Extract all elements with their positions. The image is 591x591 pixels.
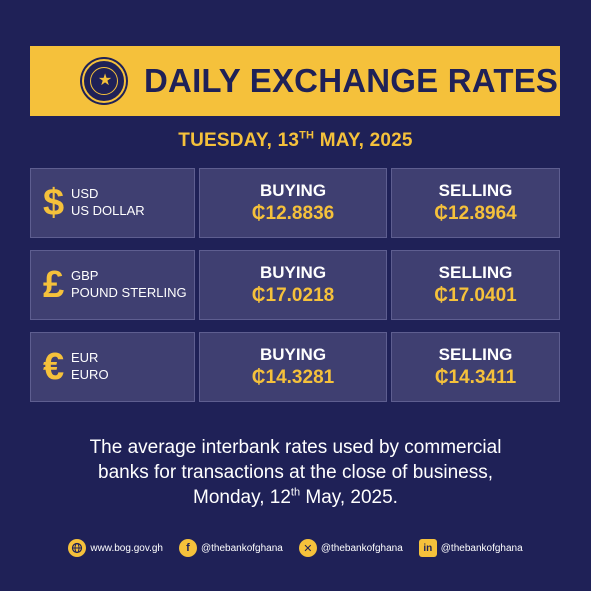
dollar-icon: $ (43, 182, 65, 224)
selling-rate: ₵14.3411 (434, 367, 517, 388)
page-title: DAILY EXCHANGE RATES (144, 62, 559, 99)
currency-name: POUND STERLING (71, 285, 187, 300)
buying-cell: BUYING ₵12.8836 (199, 168, 387, 238)
currency-cell: $ USD US DOLLAR (30, 168, 195, 238)
rate-row-gbp: £ GBP POUND STERLING BUYING ₵17.0218 SEL… (30, 250, 560, 320)
facebook-link[interactable]: f @thebankofghana (178, 539, 283, 557)
social-footer: www.bog.gov.gh f @thebankofghana ✕ @theb… (0, 539, 591, 557)
buying-label: BUYING (259, 181, 327, 200)
selling-rate: ₵12.8964 (434, 203, 517, 224)
currency-code: USD (71, 186, 99, 201)
selling-label: SELLING (438, 263, 513, 282)
facebook-icon: f (178, 539, 197, 557)
buying-rate: ₵12.8836 (251, 203, 335, 224)
title-banner: ★ DAILY EXCHANGE RATES (30, 46, 560, 116)
x-link[interactable]: ✕ @thebankofghana (298, 539, 403, 557)
website-link[interactable]: www.bog.gov.gh (68, 539, 163, 557)
bank-seal-logo: ★ (82, 59, 126, 103)
selling-cell: SELLING ₵12.8964 (391, 168, 560, 238)
currency-name: EURO (71, 367, 109, 382)
selling-rate: ₵17.0401 (434, 285, 517, 306)
buying-cell: BUYING ₵14.3281 (199, 332, 387, 402)
currency-cell: € EUR EURO (30, 332, 195, 402)
rate-row-usd: $ USD US DOLLAR BUYING ₵12.8836 SELLING … (30, 168, 560, 238)
selling-label: SELLING (438, 345, 513, 364)
buying-rate: ₵14.3281 (251, 367, 335, 388)
selling-cell: SELLING ₵14.3411 (391, 332, 560, 402)
linkedin-icon: in (418, 539, 437, 557)
rates-footnote: The average interbank rates used by comm… (89, 437, 502, 508)
selling-cell: SELLING ₵17.0401 (391, 250, 560, 320)
linkedin-link[interactable]: in @thebankofghana (418, 539, 523, 557)
rate-row-eur: € EUR EURO BUYING ₵14.3281 SELLING ₵14.3… (30, 332, 560, 402)
star-icon: ★ (97, 72, 113, 89)
currency-cell: £ GBP POUND STERLING (30, 250, 195, 320)
currency-code: GBP (71, 268, 99, 283)
buying-rate: ₵17.0218 (251, 285, 335, 306)
euro-icon: € (43, 346, 65, 388)
rate-date: TUESDAY, 13TH MAY, 2025 (178, 129, 413, 151)
currency-code: EUR (71, 350, 99, 365)
buying-label: BUYING (259, 263, 327, 282)
currency-name: US DOLLAR (71, 203, 145, 218)
x-icon: ✕ (298, 539, 317, 557)
pound-icon: £ (43, 264, 65, 306)
selling-label: SELLING (438, 181, 513, 200)
buying-cell: BUYING ₵17.0218 (199, 250, 387, 320)
globe-icon (68, 539, 87, 557)
buying-label: BUYING (259, 345, 327, 364)
